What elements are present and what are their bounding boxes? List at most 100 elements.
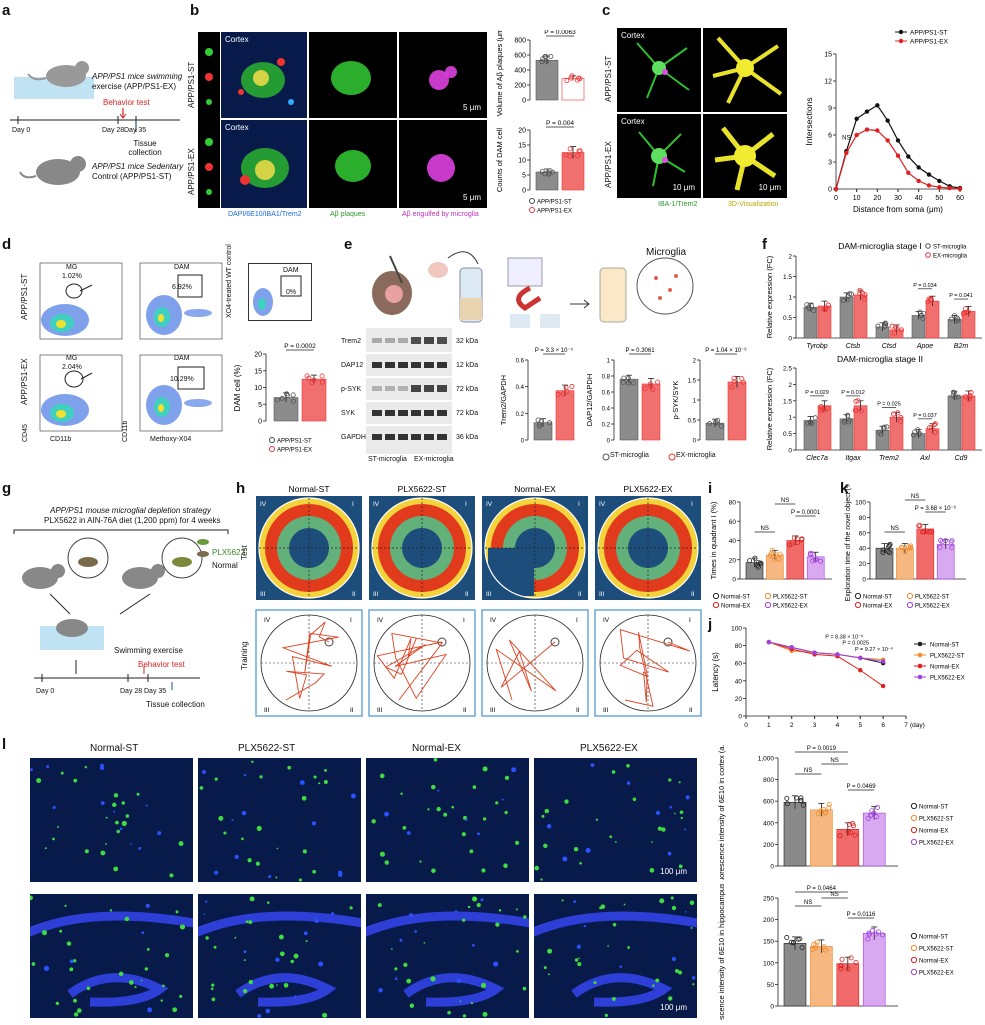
panel-a-day28: Day 28 xyxy=(102,127,125,134)
panel-l-speckle xyxy=(430,976,436,982)
l-cortex-bar-0-point xyxy=(784,795,790,801)
panel-l-speckle xyxy=(290,959,294,964)
panel-c-ex-rowlabel: APP/PS1-EX xyxy=(604,141,613,188)
j-key-marker-2 xyxy=(917,663,923,669)
panel-b-legend2: Aβ plaques xyxy=(330,211,366,218)
f2-bar-ex-3-point xyxy=(931,422,937,428)
i-bar-3-point xyxy=(813,556,819,562)
panel-l-speckle xyxy=(241,837,244,841)
e2-bar-st-point xyxy=(630,380,636,386)
d-key-st: APP/PS1-ST xyxy=(277,439,312,445)
panel-l-speckle xyxy=(546,824,552,829)
e3-ytick-label: 2 xyxy=(693,359,697,365)
i-bar-2-point xyxy=(791,535,797,541)
panel-l-speckle xyxy=(623,903,626,906)
k-bar-1-point xyxy=(908,543,914,549)
panel-l-speckle xyxy=(109,909,113,912)
panel-b-ex-plaque-image xyxy=(309,120,397,208)
c-xlabel: Distance from soma (μm) xyxy=(853,205,943,214)
panel-e-label: e xyxy=(344,236,353,253)
l-hippocampus-bar-1-point xyxy=(814,939,820,945)
panel-b-ex-engulfed-image: 5 μm xyxy=(399,120,487,208)
l-hippocampus-bar-2-point xyxy=(838,963,844,969)
panel-l-speckle xyxy=(593,981,597,985)
panel-g-normal-label: Normal xyxy=(212,561,238,570)
panel-l-speckle xyxy=(298,878,302,882)
f1-ytick-label: 1 xyxy=(788,295,792,302)
f2-bar-st-0-point xyxy=(809,421,815,427)
e2-bar-ex-point xyxy=(650,387,656,393)
panel-d-chart: 0 5 10 15 20 P = 0.0002 DAM cell (%) APP/PS1-ST… xyxy=(226,336,336,464)
panel-l-cortex-image-0 xyxy=(30,758,193,882)
f1-ytick-label: 1.5 xyxy=(783,274,792,281)
panel-l-speckle xyxy=(299,780,305,785)
panel-b-st-merge-image: Cortex xyxy=(221,32,307,118)
e2-bar-ex-point xyxy=(655,379,661,385)
i-key-marker-3 xyxy=(764,601,772,609)
e3-bar-ex xyxy=(727,381,747,441)
b-bot-ytick-label: 5 xyxy=(522,173,526,180)
e3-bar-ex-point xyxy=(740,379,746,385)
panel-h-label: h xyxy=(236,480,246,497)
h-track-quadrant-label: II xyxy=(463,707,467,714)
f-key-ex-marker xyxy=(925,252,931,258)
panel-e-kda-1: 12 kDa xyxy=(456,362,479,369)
panel-c-st-rowlabel: APP/PS1-ST xyxy=(604,55,613,102)
l-hippocampus-ytick-label: 250 xyxy=(763,896,774,903)
c-point xyxy=(926,183,932,188)
c-ytick-label: 3 xyxy=(828,160,832,167)
panel-l-hippo-layer xyxy=(198,911,361,1007)
panel-l-speckle xyxy=(627,946,630,949)
panel-e-kda-3: 72 kDa xyxy=(456,410,479,417)
l-cortex-bar-1-point xyxy=(826,805,832,811)
j-ytick-label: 20 xyxy=(735,696,743,703)
panel-l-speckle xyxy=(305,940,308,943)
panel-l-speckle xyxy=(650,841,653,843)
panel-e-st-label: ST-microglia xyxy=(368,456,407,463)
d-key-ex-marker xyxy=(269,446,275,452)
f1-bar-ex-2-point xyxy=(891,330,897,336)
panel-l-speckle xyxy=(178,841,184,847)
l-hippocampus-bar-1-point xyxy=(813,942,819,948)
c-xtick-label: 20 xyxy=(873,195,881,202)
d-ytick-label: 5 xyxy=(258,402,262,409)
j-point xyxy=(812,650,817,655)
e1-bar-ex xyxy=(555,390,575,441)
panel-l-speckle xyxy=(427,808,430,811)
panel-l-speckle xyxy=(678,781,681,784)
panel-l-speckle xyxy=(171,916,174,919)
panel-l-speckle xyxy=(632,797,637,802)
panel-c-cortex-st: Cortex xyxy=(621,31,645,40)
panel-l-speckle xyxy=(607,945,609,947)
panel-d-dam-ex-pct: 10.29% xyxy=(170,376,194,383)
f2-bar-st-1-point xyxy=(845,412,851,418)
panel-l-label: l xyxy=(2,736,7,753)
panel-l-speckle xyxy=(275,876,278,879)
e2-bar-st-point xyxy=(621,375,627,381)
l-cortex-bar-3 xyxy=(862,812,886,867)
h-quadrant-label: IV xyxy=(260,501,267,508)
k-bar-1-point xyxy=(902,548,908,554)
panel-l-speckles xyxy=(366,896,529,1018)
panel-e-row-dap12: DAP12 xyxy=(341,362,364,369)
panel-l-speckle xyxy=(169,873,174,878)
panel-b-st-engulfed-image: 5 μm xyxy=(399,32,487,118)
panel-l-speckle xyxy=(504,810,508,815)
panel-a-label: a xyxy=(2,2,11,19)
l-hippocampus-sig-1: NS xyxy=(804,900,812,906)
d-bar-ex xyxy=(301,378,327,422)
d-bar-st-point xyxy=(290,398,296,404)
b-bar2-st-point xyxy=(549,169,555,175)
panel-e-microglia-label: Microglia xyxy=(646,247,687,258)
b-bar2-ex-point xyxy=(576,148,582,154)
f2-bar-st-1-point xyxy=(841,419,847,425)
k-ytick-label: 0 xyxy=(862,577,866,584)
panel-b-cortex-label-st: Cortex xyxy=(225,35,249,44)
panel-e-key-ex: EX-microglia xyxy=(676,452,716,459)
k-bar-3-point xyxy=(938,537,944,543)
panel-l-speckle xyxy=(119,827,123,831)
j-xtick-label: 1 xyxy=(767,722,771,729)
panel-l-speckle xyxy=(46,765,50,769)
panel-l-speckle xyxy=(689,900,695,905)
e1-bar-ex-point xyxy=(569,384,575,390)
